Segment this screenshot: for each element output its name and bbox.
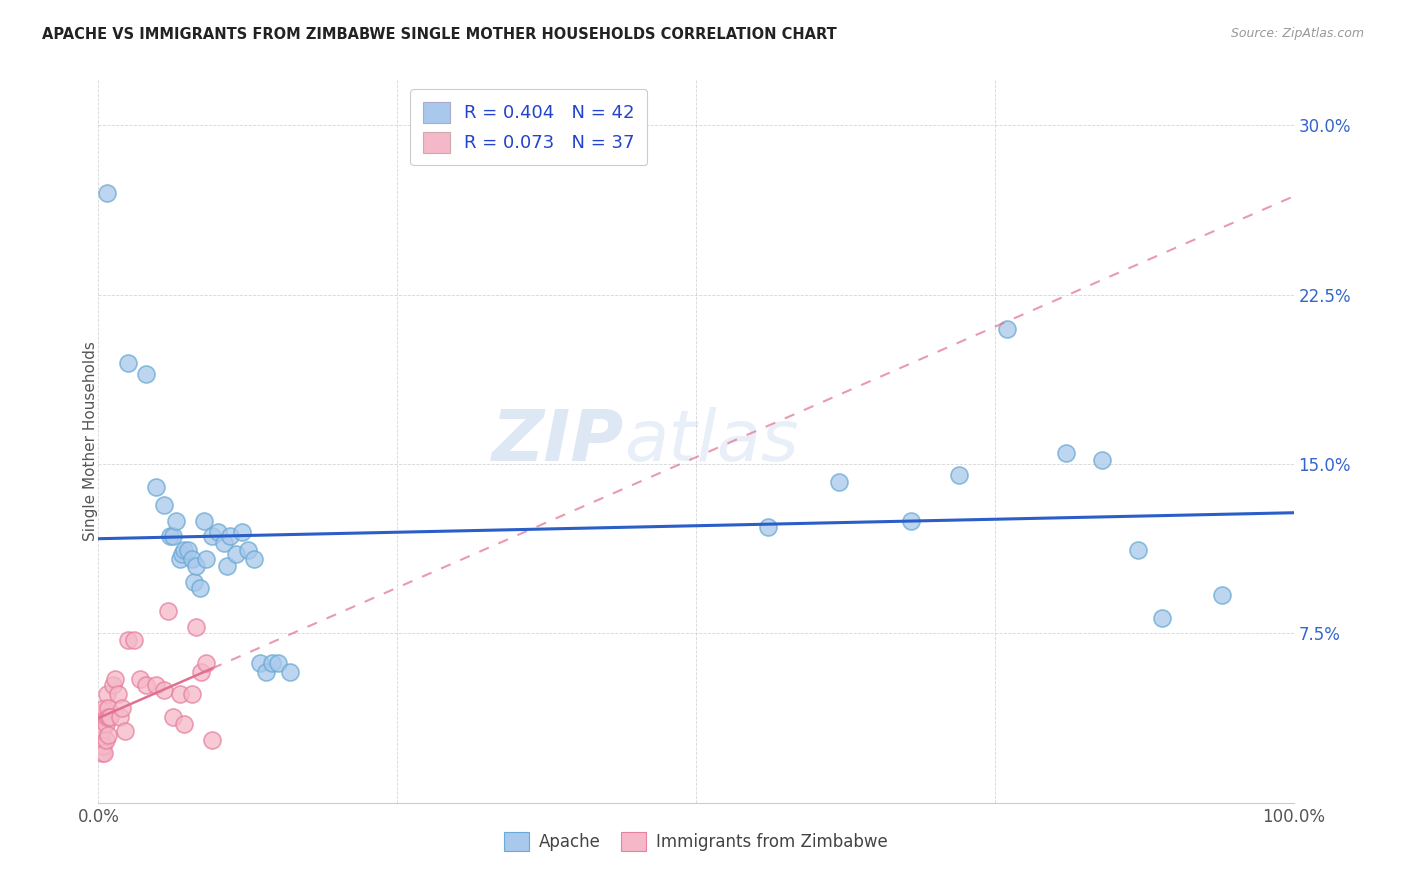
Text: atlas: atlas bbox=[624, 407, 799, 476]
Point bbox=[101, 678, 124, 692]
Point bbox=[186, 558, 208, 573]
Legend: Apache, Immigrants from Zimbabwe: Apache, Immigrants from Zimbabwe bbox=[496, 823, 896, 860]
Point bbox=[153, 682, 176, 697]
Point bbox=[153, 498, 176, 512]
Point bbox=[180, 552, 202, 566]
Point bbox=[91, 706, 114, 720]
Point bbox=[97, 701, 120, 715]
Point bbox=[162, 529, 184, 543]
Point bbox=[195, 552, 218, 566]
Point bbox=[162, 710, 184, 724]
Point bbox=[231, 524, 253, 539]
Point bbox=[995, 321, 1018, 335]
Point bbox=[1152, 610, 1174, 624]
Point bbox=[180, 687, 202, 701]
Point bbox=[172, 548, 194, 562]
Point bbox=[1056, 446, 1078, 460]
Point bbox=[756, 520, 779, 534]
Point bbox=[159, 529, 181, 543]
Point bbox=[188, 582, 211, 596]
Point bbox=[267, 656, 290, 670]
Point bbox=[225, 548, 247, 562]
Point bbox=[145, 678, 167, 692]
Point bbox=[91, 723, 114, 738]
Point bbox=[135, 678, 157, 692]
Point bbox=[183, 574, 205, 589]
Point bbox=[96, 710, 118, 724]
Point bbox=[90, 732, 112, 747]
Point bbox=[201, 529, 224, 543]
Point bbox=[278, 665, 301, 679]
Point bbox=[94, 732, 117, 747]
Point bbox=[96, 186, 118, 201]
Point bbox=[169, 687, 191, 701]
Point bbox=[217, 558, 239, 573]
Point bbox=[111, 701, 134, 715]
Point bbox=[1128, 542, 1150, 557]
Point bbox=[195, 656, 218, 670]
Point bbox=[173, 542, 195, 557]
Point bbox=[117, 355, 139, 369]
Point bbox=[98, 710, 122, 724]
Point bbox=[107, 687, 129, 701]
Point bbox=[104, 672, 127, 686]
Point bbox=[114, 723, 136, 738]
Point bbox=[212, 536, 235, 550]
Point bbox=[96, 687, 118, 701]
Point bbox=[1211, 588, 1233, 602]
Point bbox=[900, 514, 922, 528]
Point bbox=[201, 732, 224, 747]
Point bbox=[165, 514, 187, 528]
Point bbox=[89, 710, 111, 724]
Point bbox=[236, 542, 259, 557]
Point bbox=[93, 746, 115, 760]
Point bbox=[948, 468, 970, 483]
Point bbox=[98, 710, 121, 724]
Point bbox=[117, 633, 139, 648]
Point bbox=[91, 739, 114, 754]
Point bbox=[169, 552, 191, 566]
Point bbox=[94, 716, 117, 731]
Point bbox=[219, 529, 242, 543]
Point bbox=[186, 620, 208, 634]
Point bbox=[828, 475, 851, 490]
Point bbox=[1091, 452, 1114, 467]
Point bbox=[243, 552, 266, 566]
Point bbox=[260, 656, 283, 670]
Point bbox=[173, 716, 195, 731]
Point bbox=[254, 665, 277, 679]
Point bbox=[145, 480, 167, 494]
Point bbox=[135, 367, 157, 381]
Point bbox=[108, 710, 131, 724]
Point bbox=[129, 672, 152, 686]
Text: APACHE VS IMMIGRANTS FROM ZIMBABWE SINGLE MOTHER HOUSEHOLDS CORRELATION CHART: APACHE VS IMMIGRANTS FROM ZIMBABWE SINGL… bbox=[42, 27, 837, 42]
Point bbox=[207, 524, 229, 539]
Text: Source: ZipAtlas.com: Source: ZipAtlas.com bbox=[1230, 27, 1364, 40]
Text: ZIP: ZIP bbox=[492, 407, 624, 476]
Point bbox=[156, 604, 179, 618]
Point bbox=[93, 701, 115, 715]
Point bbox=[124, 633, 146, 648]
Point bbox=[97, 728, 120, 742]
Point bbox=[91, 746, 114, 760]
Point bbox=[177, 542, 200, 557]
Point bbox=[190, 665, 212, 679]
Point bbox=[193, 514, 215, 528]
Point bbox=[249, 656, 271, 670]
Y-axis label: Single Mother Households: Single Mother Households bbox=[83, 342, 97, 541]
